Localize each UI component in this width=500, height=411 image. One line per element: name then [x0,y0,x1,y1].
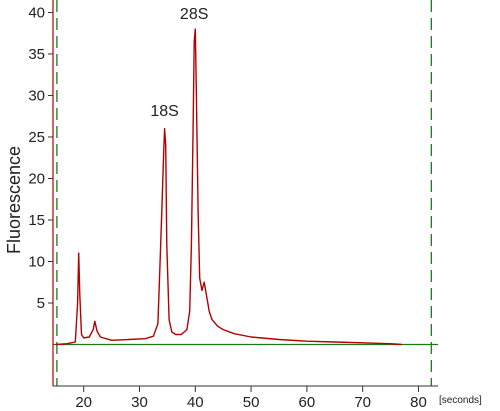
x-tick-label: 30 [131,394,148,411]
x-tick-label: 70 [354,394,371,411]
x-tick-label: 40 [187,394,204,411]
peak-annotations: 18S 28S [150,6,208,120]
x-tick-label: 50 [243,394,260,411]
x-tick-label: 20 [75,394,92,411]
fluorescence-trace [55,28,402,346]
y-axis-ticks: 5 10 15 20 25 30 35 40 [28,4,53,312]
marker-lines [56,0,432,386]
x-axis-ticks: 20 30 40 50 60 70 80 [75,386,427,411]
y-tick-label: 5 [37,295,45,312]
y-axis-title: Fluorescence [4,146,24,254]
y-tick-label: 25 [28,129,45,146]
y-tick-label: 35 [28,46,45,63]
peak-label-28s: 28S [180,6,208,23]
peak-label-18s: 18S [150,103,178,120]
y-tick-label: 15 [28,212,45,229]
series-layer [55,28,402,346]
y-tick-label: 10 [28,253,45,270]
x-axis-unit-label: [seconds] [439,395,482,406]
x-tick-label: 60 [299,394,316,411]
x-tick-label: 80 [410,394,427,411]
y-tick-label: 40 [28,4,45,21]
y-tick-label: 20 [28,170,45,187]
y-tick-label: 30 [28,87,45,104]
